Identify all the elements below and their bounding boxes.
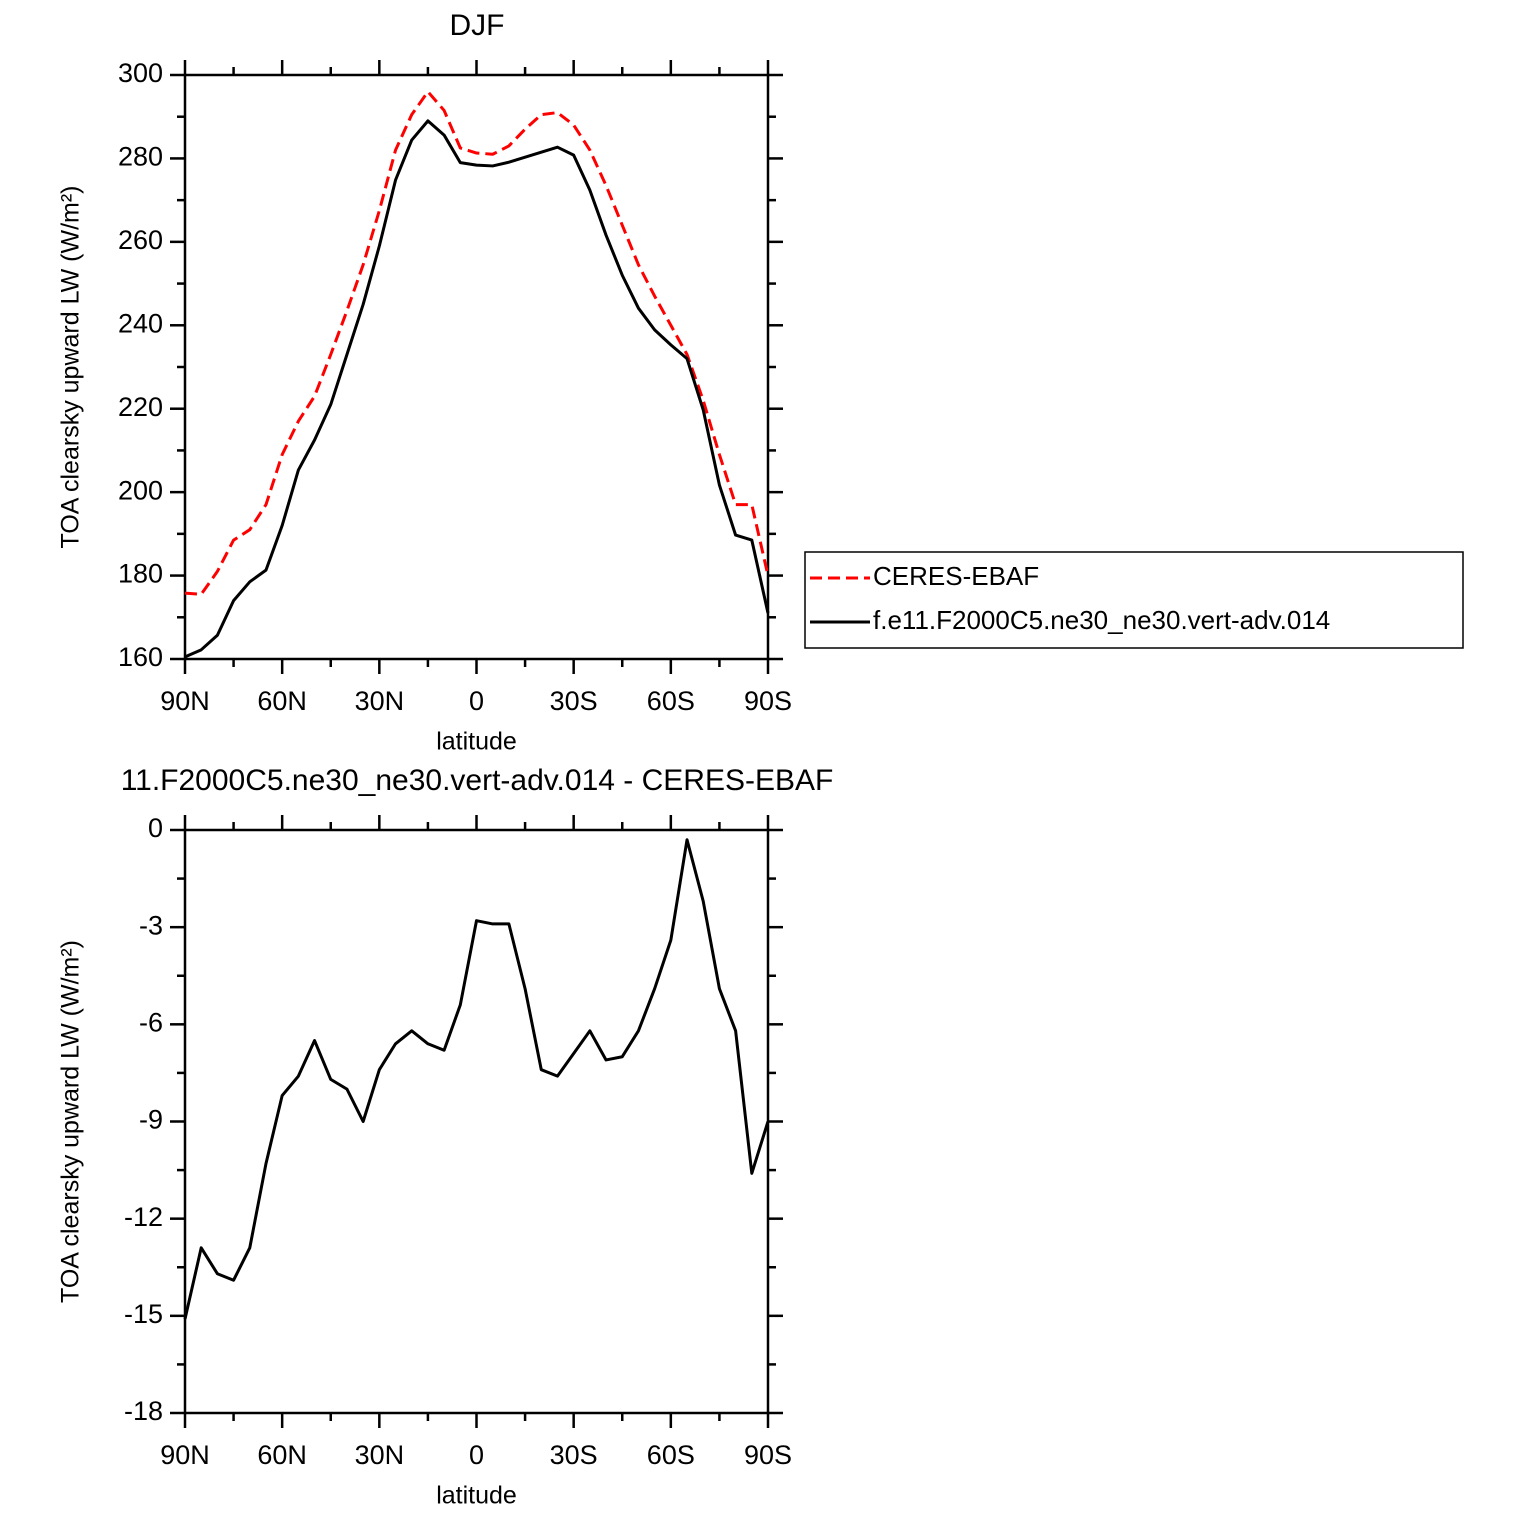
- y-tick-label: 180: [118, 559, 163, 589]
- y-tick-label: 240: [118, 308, 163, 338]
- x-axis-label: latitude: [436, 728, 517, 756]
- y-tick-label: 160: [118, 642, 163, 672]
- y-tick-label: -18: [124, 1396, 163, 1426]
- y-tick-label: -9: [139, 1105, 163, 1135]
- legend-label: CERES-EBAF: [873, 561, 1039, 591]
- y-tick-label: -3: [139, 910, 163, 940]
- y-tick-label: -6: [139, 1007, 163, 1037]
- plot-frame: [183, 73, 770, 661]
- y-tick-label: 260: [118, 225, 163, 255]
- legend-label: f.e11.F2000C5.ne30_ne30.vert-adv.014: [873, 605, 1330, 635]
- x-tick-label: 90S: [744, 1440, 792, 1470]
- x-tick-label: 60N: [257, 686, 307, 716]
- x-axis-label: latitude: [436, 1482, 517, 1510]
- x-tick-label: 0: [469, 686, 484, 716]
- plot-frame: [183, 828, 770, 1415]
- x-tick-label: 90N: [160, 686, 210, 716]
- chart-title: 11.F2000C5.ne30_ne30.vert-adv.014 - CERE…: [121, 764, 834, 797]
- y-tick-label: 200: [118, 475, 163, 505]
- x-tick-label: 60S: [647, 1440, 695, 1470]
- x-tick-label: 90N: [160, 1440, 210, 1470]
- y-tick-label: -15: [124, 1299, 163, 1329]
- data-line: [183, 838, 770, 1320]
- x-tick-label: 90S: [744, 686, 792, 716]
- y-tick-label: 220: [118, 392, 163, 422]
- x-tick-label: 60N: [257, 1440, 307, 1470]
- x-tick-label: 30S: [550, 1440, 598, 1470]
- y-tick-label: 280: [118, 142, 163, 172]
- y-axis-label: TOA clearsky upward LW (W/m²): [57, 940, 85, 1303]
- x-tick-label: 30N: [355, 1440, 405, 1470]
- y-tick-label: -12: [124, 1202, 163, 1232]
- y-tick-label: 300: [118, 58, 163, 88]
- x-tick-label: 30N: [355, 686, 405, 716]
- legend-box: [804, 551, 1464, 649]
- x-tick-label: 30S: [550, 686, 598, 716]
- x-tick-label: 0: [469, 1440, 484, 1470]
- chart-title: DJF: [450, 9, 505, 42]
- data-line: [184, 90, 770, 596]
- data-line: [184, 119, 770, 659]
- y-tick-label: 0: [148, 813, 163, 843]
- x-tick-label: 60S: [647, 686, 695, 716]
- y-axis-label: TOA clearsky upward LW (W/m²): [57, 185, 85, 548]
